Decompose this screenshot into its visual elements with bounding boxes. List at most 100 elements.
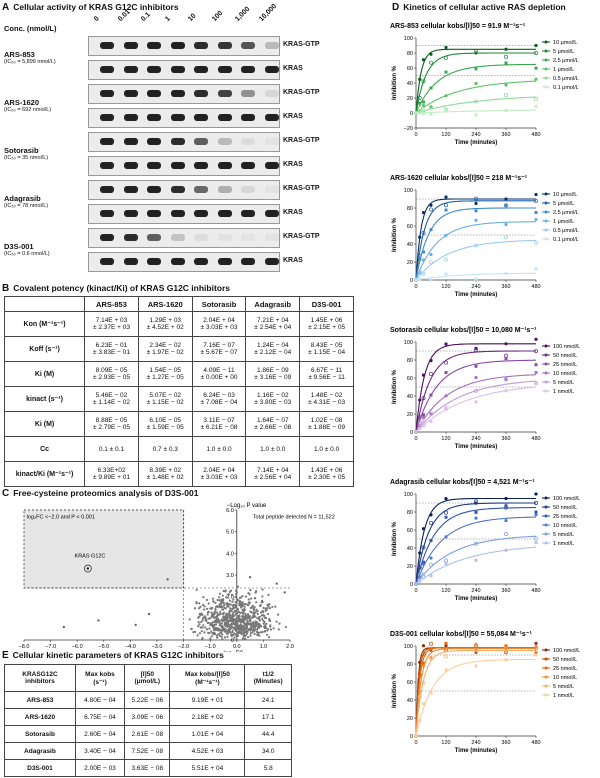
peptide-point [249,629,252,632]
peptide-point [248,602,251,605]
peptide-point [231,607,234,610]
legend-label: 100 nmol/L [553,648,580,654]
table-row: Ki (M) 8.09E − 05 ± 2.93E − 05 1.54E − 05 ± … [3,361,354,387]
table-cell: 7.52E − 08 [124,742,171,760]
y-axis-label: Inhibition % [392,673,398,708]
compound-ic50: (IC₅₀ = 78 nmol/L) [4,203,49,209]
fit-curve [415,647,536,737]
table-cell: 6.75E − 04 [74,708,126,726]
blot-row-label: KRAS-GTP [283,185,320,192]
x-tick-label: −4.0 [125,644,136,650]
legend-label: 5 nmol/L [553,532,574,538]
blot-band [100,186,114,193]
compound-name: Sotorasib [4,146,39,155]
y-tick-label: 80 [407,206,413,212]
peptide-point [217,629,220,632]
fit-curve [415,198,536,281]
peptide-point [257,618,261,621]
peptide-point [226,605,229,608]
table-header-row: ARS-853 ARS-1620 Sotorasib Adagrasib D3S-001 [3,296,354,312]
peptide-point [266,628,270,631]
peptide-point [218,634,222,637]
peptide-point [255,601,258,604]
blot-band [123,42,138,49]
data-point [534,370,538,375]
x-tick-label: −6.0 [72,644,83,650]
peptide-point [231,620,234,623]
fit-curve [415,359,536,433]
peptide-point [208,627,211,630]
peptide-point [209,622,212,625]
blot-strip [88,204,280,224]
table-cell: 2.34E − 02 ± 1.97E − 02 [137,336,193,362]
peptide-point [207,617,210,620]
peptide-point [62,625,65,629]
peptide-point [211,621,214,624]
data-point [421,415,426,419]
peptide-point [215,636,219,639]
peptide-point [245,632,248,636]
data-point [421,79,426,84]
x-tick-label: 240 [471,284,480,290]
cell-value: ± 9.89E + 01 [92,474,130,481]
legend-marker [544,505,548,509]
table-row: Koff (s⁻¹) 6.23E − 01 ± 3.83E − 01 2.34E − … [3,336,354,362]
data-point [429,228,433,232]
blot-band [147,42,161,49]
peptide-point [252,611,255,614]
peptide-point [264,607,267,610]
blot-band [100,42,114,49]
peptide-point [232,633,235,637]
peptide-point [260,599,264,602]
peptide-point [241,627,244,630]
cell-value: ± 2.54E + 04 [254,324,292,331]
table-cell: 1.02E − 08 ± 1.88E − 09 [299,411,354,437]
peptide-point [220,601,223,605]
table-cell: 1.24E − 04 ± 2.12E − 04 [245,336,301,362]
peptide-point [201,636,204,640]
cell-value: ± 2.37E + 03 [92,324,130,331]
peptide-point [244,628,247,631]
x-tick-label: 120 [441,436,450,442]
peptide-point [212,632,215,636]
peptide-point [224,630,227,633]
peptide-point [258,623,261,626]
cell-value: ± 1.88E − 09 [308,424,346,431]
peptide-point [233,627,236,630]
peptide-point [234,600,237,604]
table-cell: 6.10E − 05 ± 1.59E − 05 [137,411,193,437]
peptide-point [256,633,260,636]
data-point [534,104,538,108]
y-tick-label: 0 [410,111,413,117]
legend-label: 0.1 μmol/L [553,85,579,91]
peptide-point [195,601,198,604]
concentration-label: 0 [93,15,101,23]
peptide-point [264,626,268,629]
data-point [422,413,425,417]
data-point [429,520,433,525]
row-label: Ki (M) [3,411,86,437]
blot-band [170,114,185,121]
blot-row-label: KRAS-GTP [283,89,320,96]
blot-band [170,42,185,49]
x-tick-label: 120 [441,284,450,290]
blot-row-label: KRAS [283,209,303,216]
fit-curve [415,350,536,433]
blot-band [194,162,208,169]
y-tick-label: 60 [407,680,413,686]
blot-strip [88,36,280,56]
peptide-point [225,596,228,599]
y-tick-label: 100 [404,644,413,650]
blot-band [147,234,161,241]
peptide-point [215,628,218,632]
kras-hit-marker [83,564,92,573]
legend-marker [544,389,548,393]
data-point [534,43,538,48]
peptide-point [216,605,219,608]
blot-band [241,90,255,97]
data-point [421,58,426,62]
fit-curve [415,502,536,585]
blot-band [241,42,255,49]
table-cell: 17.1 [244,708,292,726]
blot-row-label: KRAS-GTP [283,233,320,240]
